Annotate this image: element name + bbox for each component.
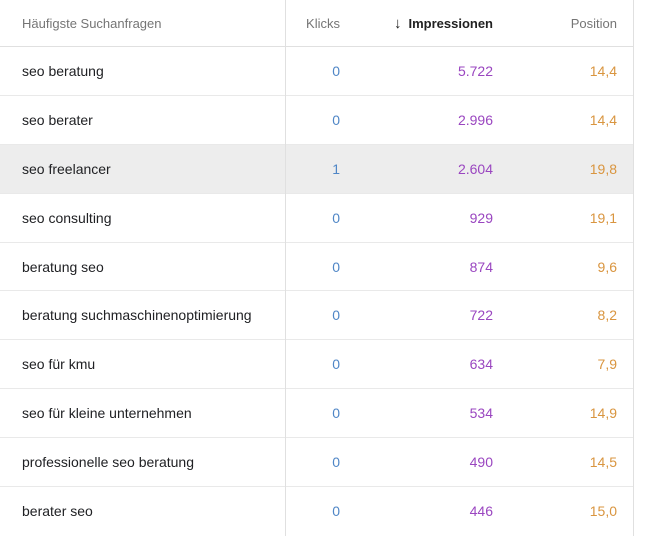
table-body: seo beratung 0 5.722 14,4 seo berater 0 … — [0, 47, 647, 536]
impressionen-cell: 534 — [469, 405, 493, 422]
klicks-cell: 0 — [332, 209, 340, 226]
table-row[interactable]: beratung suchmaschinenoptimierung 0 722 … — [0, 291, 633, 341]
table-row[interactable]: seo beratung 0 5.722 14,4 — [0, 47, 633, 96]
impressionen-cell: 874 — [469, 258, 493, 275]
klicks-cell: 0 — [332, 503, 340, 520]
impressionen-cell: 490 — [469, 454, 493, 471]
column-header-queries[interactable]: Häufigste Suchanfragen — [22, 15, 162, 31]
query-cell: seo berater — [22, 111, 93, 128]
query-cell: professionelle seo beratung — [22, 454, 195, 471]
impressionen-cell: 5.722 — [457, 62, 493, 79]
table-row[interactable]: seo für kmu 0 634 7,9 — [0, 340, 633, 390]
klicks-cell: 0 — [332, 454, 340, 471]
column-header-impressionen[interactable]: ↓ Impressionen — [340, 16, 493, 31]
klicks-cell: 1 — [332, 160, 340, 177]
table-header-row: Häufigste Suchanfragen Klicks ↓ Impressi… — [0, 0, 633, 47]
position-cell: 8,2 — [597, 307, 617, 324]
table-row[interactable]: professionelle seo beratung 0 490 14,5 — [0, 438, 633, 488]
position-cell: 7,9 — [597, 356, 617, 373]
position-cell: 19,8 — [589, 160, 617, 177]
query-cell: beratung suchmaschinenoptimierung — [22, 307, 252, 324]
klicks-cell: 0 — [332, 405, 340, 422]
position-cell: 9,6 — [597, 258, 617, 275]
column-divider — [285, 0, 286, 536]
column-header-klicks[interactable]: Klicks — [306, 15, 340, 31]
klicks-cell: 0 — [332, 62, 340, 79]
table-row[interactable]: seo berater 0 2.996 14,4 — [0, 96, 633, 145]
table-row[interactable]: seo consulting 0 929 19,1 — [0, 194, 633, 243]
klicks-cell: 0 — [332, 111, 340, 128]
column-header-position[interactable]: Position — [570, 15, 617, 31]
position-cell: 14,5 — [589, 454, 617, 471]
klicks-cell: 0 — [332, 307, 340, 324]
impressionen-cell: 446 — [469, 503, 493, 520]
query-cell: seo für kmu — [22, 356, 96, 373]
impressionen-cell: 722 — [469, 307, 493, 324]
impressionen-cell: 929 — [469, 209, 493, 226]
position-cell: 14,9 — [589, 405, 617, 422]
position-cell: 15,0 — [589, 503, 617, 520]
table-right-border — [633, 0, 634, 536]
table-row[interactable]: seo freelancer 1 2.604 19,8 — [0, 144, 633, 194]
klicks-cell: 0 — [332, 356, 340, 373]
position-cell: 14,4 — [589, 62, 617, 79]
query-cell: seo für kleine unternehmen — [22, 405, 192, 422]
query-cell: berater seo — [22, 503, 93, 520]
impressionen-cell: 2.604 — [457, 160, 493, 177]
impressionen-cell: 634 — [469, 356, 493, 373]
impressionen-cell: 2.996 — [457, 111, 493, 128]
table-row[interactable]: berater seo 0 446 15,0 — [0, 487, 633, 536]
table-row[interactable]: seo für kleine unternehmen 0 534 14,9 — [0, 389, 633, 439]
column-header-impressionen-label: Impressionen — [408, 15, 493, 31]
query-cell: beratung seo — [22, 258, 104, 275]
position-cell: 14,4 — [589, 111, 617, 128]
sort-descending-icon: ↓ — [393, 14, 402, 32]
position-cell: 19,1 — [589, 209, 617, 226]
query-cell: seo freelancer — [22, 160, 111, 177]
query-cell: seo beratung — [22, 62, 104, 79]
table-row[interactable]: beratung seo 0 874 9,6 — [0, 243, 633, 292]
query-cell: seo consulting — [22, 209, 112, 226]
klicks-cell: 0 — [332, 258, 340, 275]
